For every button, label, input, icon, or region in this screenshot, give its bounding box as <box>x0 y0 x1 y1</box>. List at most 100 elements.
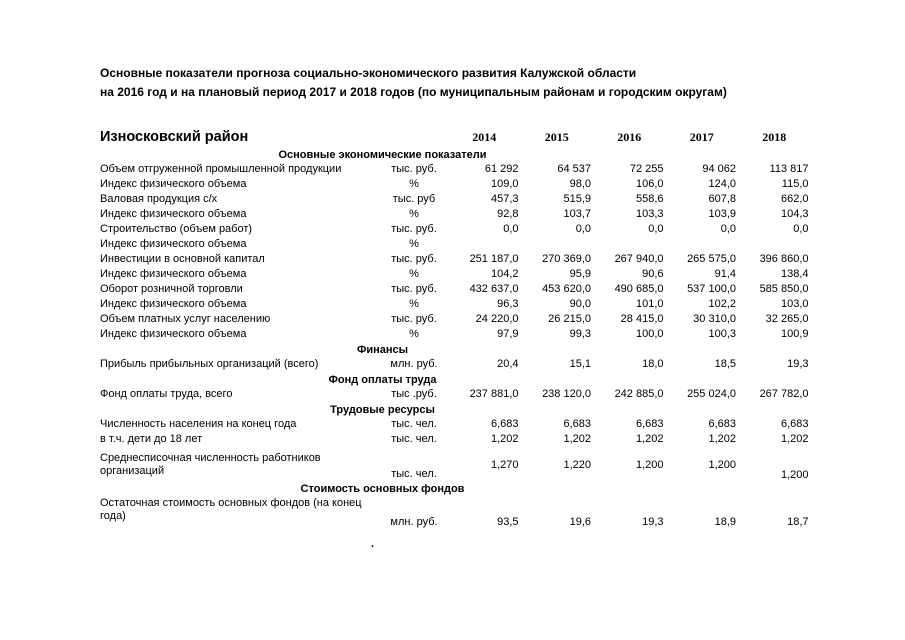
cell-value: 0,0 <box>503 223 519 235</box>
cell-value: 104,3 <box>780 208 809 220</box>
table-body: Основные экономические показатели Объем о… <box>100 148 815 529</box>
cell-value: 102,2 <box>708 298 736 310</box>
section-header-row: Стоимость основных фондов <box>300 483 465 495</box>
cell-value: 267 782,0 <box>759 388 809 400</box>
row-label: Объем платных услуг населению <box>100 313 271 325</box>
title-line-2: на 2016 год и на плановый период 2017 и … <box>100 84 727 99</box>
row-unit: % <box>409 268 419 280</box>
stray-period-mark: . <box>371 538 375 550</box>
cell-value: 255 024,0 <box>687 388 736 400</box>
cell-value: 1,202 <box>563 433 591 445</box>
row-label: Валовая продукция с/х <box>100 193 218 205</box>
table-row: Инвестиции в основной капитал тыс. руб. 25… <box>100 253 815 268</box>
cell-value: 91,4 <box>714 268 736 280</box>
cell-value: 267 940,0 <box>614 253 664 265</box>
row-label: Объем отгруженной промышленной продукции <box>100 163 342 175</box>
row-unit: млн. руб. <box>390 516 438 528</box>
row-unit: млн. руб. <box>390 358 438 370</box>
section-header-row: Трудовые ресурсы <box>330 404 435 416</box>
cell-value: 396 860,0 <box>759 253 809 265</box>
row-unit: тыс. руб. <box>391 163 437 175</box>
cell-value: 26 215,0 <box>548 313 591 325</box>
row-unit: тыс. чел. <box>391 433 437 445</box>
cell-value: 1,202 <box>490 433 519 445</box>
cell-value: 1,200 <box>635 458 664 471</box>
cell-value: 1,202 <box>780 433 809 445</box>
cell-value: 100,0 <box>635 328 664 340</box>
row-label: Индекс физического объема <box>100 328 247 340</box>
year-column-header: 2017 <box>689 130 714 144</box>
cell-value: 19,3 <box>642 516 664 528</box>
row-unit: тыс. руб. <box>391 223 437 235</box>
cell-value: 61 292 <box>484 163 519 175</box>
row-label: Фонд оплаты труда, всего <box>100 388 233 400</box>
cell-value: 104,2 <box>490 268 519 280</box>
table-row: Индекс физического объема% 104,2 95,9 90,6 9… <box>100 268 815 283</box>
cell-value: 109,0 <box>490 178 519 190</box>
table-row: Индекс физического объема% 109,0 98,0 106,0… <box>100 178 815 193</box>
row-label: Среднесписочная численность работников о… <box>100 452 321 477</box>
title-line-1: Основные показатели прогноза социально-э… <box>100 66 637 80</box>
cell-value: 90,0 <box>569 298 591 310</box>
year-column-header: 2014 <box>472 130 497 144</box>
row-label: Оборот розничной торговли <box>100 283 243 295</box>
cell-value: 99,3 <box>569 328 591 340</box>
cell-value: 457,3 <box>490 193 519 205</box>
cell-value: 32 265,0 <box>765 313 809 325</box>
cell-value: 103,7 <box>563 208 591 220</box>
cell-value: 453 620,0 <box>542 283 591 295</box>
cell-value: 28 415,0 <box>620 313 664 325</box>
cell-value: 92,8 <box>497 208 519 220</box>
year-column-header: 2016 <box>617 130 642 144</box>
cell-value: 1,270 <box>490 458 519 471</box>
cell-value: 106,0 <box>635 178 664 190</box>
cell-value: 6,683 <box>780 418 809 430</box>
cell-value: 100,3 <box>708 328 736 340</box>
cell-value: 18,0 <box>642 358 664 370</box>
cell-value: 97,9 <box>497 328 519 340</box>
cell-value: 270 369,0 <box>542 253 591 265</box>
cell-value: 93,5 <box>497 516 519 528</box>
row-label: Остаточная стоимость основных фондов (на… <box>100 497 362 522</box>
cell-value: 19,6 <box>569 516 591 528</box>
row-label: Прибыль прибыльных организаций (всего) <box>100 358 319 370</box>
table-row: Прибыль прибыльных организаций (всего) мл… <box>100 358 815 373</box>
cell-value: 1,200 <box>708 458 736 471</box>
table-row: Объем платных услуг населению тыс. руб. 24… <box>100 313 815 328</box>
table-header-row: Износковский район 2014 2015 2016 2017 2018 <box>100 129 815 148</box>
table-row: Строительство (объем работ) тыс. руб. 0,0 0… <box>100 223 815 238</box>
cell-value: 515,9 <box>563 193 591 205</box>
table-row: Индекс физического объема% <box>100 238 815 253</box>
cell-value: 265 575,0 <box>687 253 736 265</box>
cell-value: 242 885,0 <box>614 388 664 400</box>
table-row: Индекс физического объема% 97,9 99,3 100,0 1… <box>100 328 815 343</box>
cell-value: 0,0 <box>648 223 664 235</box>
row-label: Индекс физического объема <box>100 268 247 280</box>
cell-value: 94 062 <box>702 163 736 175</box>
row-unit: тыс. чел. <box>391 418 437 430</box>
section-header-row: Фонд оплаты труда <box>328 374 437 386</box>
cell-value: 15,1 <box>569 358 591 370</box>
cell-value: 6,683 <box>708 418 736 430</box>
section-header-row: Финансы <box>356 344 409 356</box>
cell-value: 90,6 <box>642 268 664 280</box>
row-label: Индекс физического объема <box>100 178 247 190</box>
row-label: Инвестиции в основной капитал <box>100 253 265 265</box>
cell-value: 30 310,0 <box>693 313 736 325</box>
cell-value: 1,200 <box>780 469 809 481</box>
cell-value: 0,0 <box>720 223 736 235</box>
table-row: Оборот розничной торговли тыс. руб. 432 63… <box>100 283 815 298</box>
row-label: Индекс физического объема <box>100 298 247 310</box>
table-row: Индекс физического объема% 96,3 90,0 101,0 1… <box>100 298 815 313</box>
cell-value: 103,0 <box>780 298 809 310</box>
row-unit: тыс .руб. <box>391 388 437 400</box>
cell-value: 1,220 <box>563 458 591 471</box>
cell-value: 115,0 <box>781 178 809 190</box>
cell-value: 124,0 <box>708 178 736 190</box>
cell-value: 662,0 <box>780 193 809 205</box>
cell-value: 251 187,0 <box>469 253 519 265</box>
cell-value: 6,683 <box>490 418 519 430</box>
table-row: Валовая продукция с/х тыс. руб 457,3 515,9 5… <box>100 193 815 208</box>
row-unit: % <box>409 328 419 340</box>
table-row: Численность населения на конец года тыс. … <box>100 418 815 433</box>
